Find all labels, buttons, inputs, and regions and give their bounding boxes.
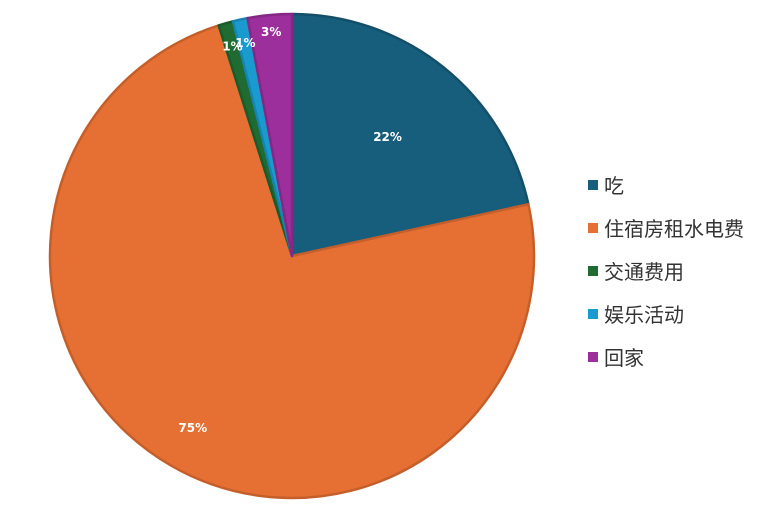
- slice-label: 75%: [178, 421, 207, 435]
- legend-item: 回家: [588, 335, 744, 378]
- legend-swatch: [588, 179, 598, 190]
- legend-label: 娱乐活动: [604, 303, 684, 327]
- legend-item: 交通费用: [588, 249, 744, 292]
- legend-item: 住宿房租水电费: [588, 206, 744, 249]
- legend-swatch: [588, 265, 598, 276]
- legend-label: 住宿房租水电费: [604, 217, 744, 241]
- slice-label: 1%: [222, 40, 242, 54]
- slice-label: 1%: [235, 36, 255, 50]
- pie-slice: [48, 24, 536, 500]
- slice-label: 22%: [373, 130, 402, 144]
- legend-swatch: [588, 308, 598, 319]
- slice-label: 3%: [261, 25, 281, 39]
- legend-label: 回家: [604, 346, 644, 370]
- legend-swatch: [588, 351, 598, 362]
- pie-slice: [246, 12, 294, 258]
- legend: 吃 住宿房租水电费 交通费用 娱乐活动 回家: [588, 163, 744, 378]
- legend-label: 交通费用: [604, 260, 684, 284]
- pie-slices: [48, 12, 536, 500]
- legend-label: 吃: [604, 174, 624, 198]
- legend-item: 娱乐活动: [588, 292, 744, 335]
- legend-item: 吃: [588, 163, 744, 206]
- pie-labels: 22% 75% 1%1% 3%: [178, 25, 402, 435]
- pie-slice: [290, 12, 530, 258]
- legend-swatch: [588, 222, 598, 233]
